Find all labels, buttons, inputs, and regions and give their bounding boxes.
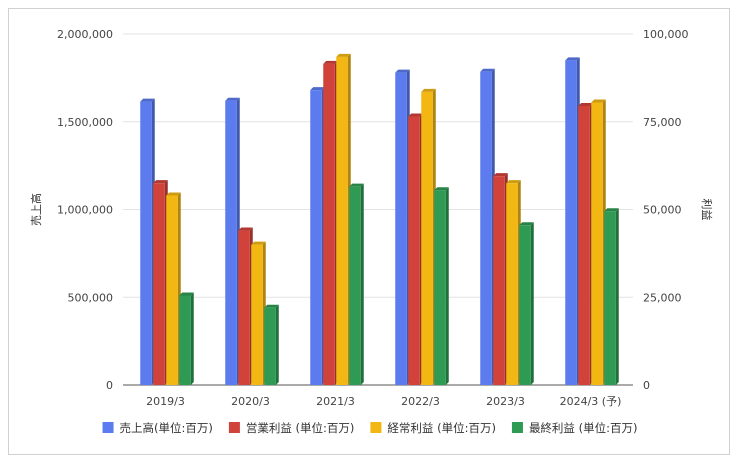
y-left-tick-label: 1,500,000 <box>57 116 113 129</box>
bar-side <box>190 292 194 385</box>
bar <box>434 190 446 385</box>
y-right-tick-label: 100,000 <box>643 28 689 41</box>
bar-top <box>480 68 495 72</box>
y-right-axis-title: 利益 <box>700 199 714 221</box>
bar-top <box>153 180 168 184</box>
bar-top <box>408 113 423 117</box>
bar <box>565 60 577 385</box>
bar-top <box>264 304 279 308</box>
bar-top <box>310 87 325 91</box>
legend-swatch <box>511 422 523 433</box>
bar-top <box>506 180 521 184</box>
bar <box>310 90 322 385</box>
bar-top <box>434 187 449 191</box>
bar <box>480 71 492 386</box>
bar-top <box>140 98 155 102</box>
bar <box>264 307 276 385</box>
legend-swatch <box>102 422 114 433</box>
bar <box>493 176 505 385</box>
bar-top <box>166 192 181 196</box>
bar-top <box>225 97 240 101</box>
x-tick-label: 2023/3 <box>486 395 525 408</box>
legend-label: 売上高(単位:百万) <box>120 421 213 435</box>
bar <box>251 244 263 385</box>
bar <box>395 72 407 386</box>
y-left-tick-label: 500,000 <box>68 291 114 304</box>
x-tick-label: 2019/3 <box>146 395 185 408</box>
bar <box>336 56 348 385</box>
y-left-tick-label: 0 <box>106 379 113 392</box>
bar <box>323 63 335 386</box>
bar-top <box>179 292 194 296</box>
y-left-tick-label: 2,000,000 <box>57 28 113 41</box>
y-left-tick-label: 1,000,000 <box>57 204 113 217</box>
bar <box>225 100 237 385</box>
bar <box>591 102 603 385</box>
y-right-tick-label: 50,000 <box>643 204 682 217</box>
bar <box>140 101 152 385</box>
x-tick-label: 2021/3 <box>316 395 355 408</box>
bar <box>408 116 420 386</box>
bar <box>179 295 191 385</box>
legend-swatch <box>228 422 240 433</box>
bar <box>578 105 590 385</box>
bar <box>506 183 518 385</box>
y-right-tick-label: 25,000 <box>643 291 682 304</box>
bar-side <box>275 304 279 385</box>
bar <box>604 211 616 385</box>
bar-top <box>591 99 606 103</box>
y-right-tick-label: 75,000 <box>643 116 682 129</box>
y-right-tick-label: 0 <box>643 379 650 392</box>
bar-top <box>578 102 593 106</box>
legend-label: 営業利益 (単位:百万) <box>246 421 355 435</box>
x-tick-label: 2022/3 <box>401 395 440 408</box>
legend-label: 最終利益 (単位:百万) <box>529 421 638 435</box>
bar-side <box>445 187 449 385</box>
bar-top <box>604 208 619 212</box>
bar-top <box>493 173 508 177</box>
bar <box>349 186 361 385</box>
bar <box>166 195 178 385</box>
bar-top <box>565 57 580 61</box>
y-left-axis-title: 売上高 <box>29 193 43 226</box>
bar-side <box>530 222 534 385</box>
bar-top <box>251 241 266 245</box>
bar-top <box>336 53 351 57</box>
x-tick-label: 2020/3 <box>231 395 270 408</box>
x-tick-label: 2024/3 (予) <box>560 395 622 408</box>
legend-swatch <box>370 422 382 433</box>
bar-side <box>615 208 619 385</box>
bar-top <box>323 60 338 64</box>
bar <box>421 91 433 385</box>
bar-top <box>395 69 410 73</box>
bar-top <box>519 222 534 226</box>
bar <box>153 183 165 385</box>
bar-side <box>360 183 364 385</box>
bar-top <box>421 88 436 92</box>
bar <box>519 225 531 385</box>
bar-top <box>349 183 364 187</box>
bar-top <box>238 227 253 231</box>
legend-label: 経常利益 (単位:百万) <box>387 421 496 435</box>
bar <box>238 230 250 385</box>
